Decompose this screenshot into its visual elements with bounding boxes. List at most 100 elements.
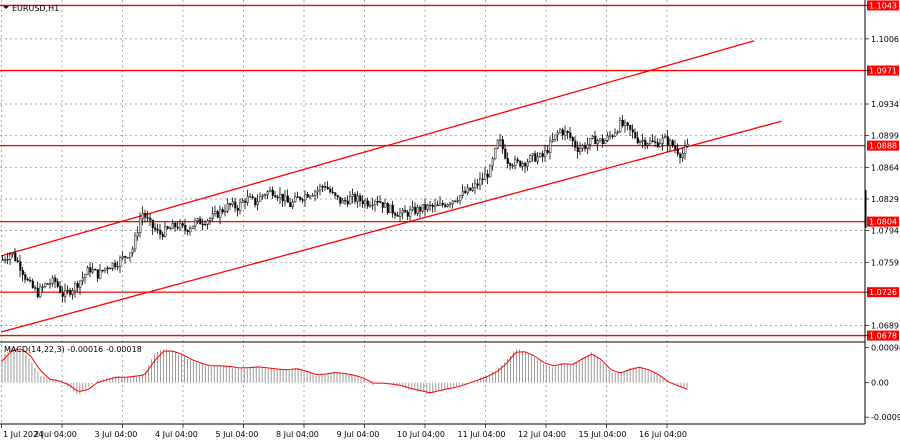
candle-body <box>224 210 227 213</box>
candle-body <box>289 202 292 208</box>
candle-body <box>249 196 252 198</box>
candle-body <box>181 223 184 226</box>
candle-body <box>609 135 612 137</box>
candle-body <box>194 220 197 227</box>
candle-body <box>64 289 67 297</box>
candle-body <box>221 209 224 213</box>
x-tick-label: 12 Jul 04:00 <box>518 430 566 439</box>
candle-body <box>471 187 474 191</box>
candle-body <box>366 200 369 207</box>
level-price-tag <box>867 330 899 341</box>
candle-body <box>306 194 309 198</box>
candle-body <box>499 139 502 141</box>
candle-body <box>124 256 127 258</box>
macd-signal-line <box>1 348 688 394</box>
candle-body <box>491 158 494 167</box>
candle-body <box>176 226 179 229</box>
candle-body <box>606 135 609 141</box>
candle-body <box>51 277 54 284</box>
candle-body <box>679 153 682 158</box>
candle-body <box>14 252 17 261</box>
candle-body <box>386 203 389 213</box>
candle-body <box>119 257 122 267</box>
candle-body <box>409 209 412 217</box>
candle-body <box>89 267 92 273</box>
candle-body <box>259 195 262 202</box>
y-tick-label: 1.0794 <box>871 227 899 236</box>
candle-body <box>231 201 234 206</box>
candle-body <box>234 201 237 209</box>
candle-body <box>239 202 242 211</box>
candle-body <box>686 143 689 147</box>
candle-body <box>131 248 134 254</box>
macd-label: MACD(14,22,3) -0.00016 -0.00018 <box>4 345 142 354</box>
candle-body <box>29 279 32 282</box>
horizontal-levels: 1.1043 1.0971 1.0888 1.0804 1.0726 1.0678 <box>0 0 899 341</box>
candle-body <box>411 206 414 211</box>
candle-body <box>346 200 349 205</box>
level-price-label: 1.1043 <box>869 1 897 10</box>
candle-body <box>506 158 509 164</box>
candle-body <box>31 280 34 288</box>
symbol-dropdown-icon[interactable] <box>3 6 9 9</box>
candle-body <box>319 185 322 191</box>
candle-body <box>654 141 657 143</box>
candle-body <box>211 213 214 219</box>
candle-body <box>164 226 167 237</box>
candle-body <box>646 143 649 146</box>
candle-body <box>489 165 492 178</box>
candle-body <box>299 196 302 200</box>
channel-upper-line[interactable] <box>0 40 755 257</box>
candle-body <box>244 200 247 203</box>
candle-body <box>559 129 562 133</box>
candle-body <box>401 209 404 214</box>
level-price-label: 1.0804 <box>869 218 897 227</box>
candle-body <box>101 269 104 272</box>
candle-body <box>444 204 447 207</box>
candle-body <box>531 153 534 156</box>
candle-body <box>209 218 212 221</box>
candle-body <box>91 269 94 273</box>
candle-body <box>519 160 522 167</box>
x-tick-label: 4 Jul 04:00 <box>155 430 198 439</box>
candle-body <box>466 187 469 194</box>
candle-body <box>436 204 439 206</box>
candle-body <box>236 207 239 211</box>
candle-body <box>356 195 359 202</box>
candle-body <box>161 234 164 237</box>
candle-body <box>394 213 397 216</box>
candle-body <box>614 132 617 137</box>
candle-body <box>381 202 384 208</box>
candle-body <box>376 201 379 203</box>
level-price-label: 1.0888 <box>869 142 897 151</box>
macd-y-tick-label: 0.00 <box>871 379 889 388</box>
candle-body <box>619 119 622 133</box>
candle-body <box>576 147 579 153</box>
candle-body <box>199 218 202 225</box>
candle-body <box>509 163 512 166</box>
candle-body <box>59 286 62 293</box>
candle-body <box>261 194 264 197</box>
candle-body <box>419 206 422 212</box>
candle-body <box>129 252 132 258</box>
candle-body <box>149 217 152 221</box>
channel-lower-line[interactable] <box>0 120 782 333</box>
candle-body <box>169 228 172 230</box>
level-price-tag <box>867 140 899 151</box>
candle-body <box>246 196 249 203</box>
candle-body <box>474 183 477 188</box>
candle-body <box>241 200 244 203</box>
candle-body <box>644 139 647 146</box>
x-tick-label: 9 Jul 04:00 <box>337 430 380 439</box>
candle-body <box>309 195 312 198</box>
candle-body <box>144 212 147 218</box>
candle-body <box>656 142 659 148</box>
candle-body <box>551 139 554 142</box>
candle-body <box>561 129 564 136</box>
level-price-label: 1.0726 <box>869 288 897 297</box>
level-price-label: 1.0678 <box>869 332 897 341</box>
candle-body <box>106 267 109 270</box>
candle-body <box>301 199 304 201</box>
candle-body <box>684 145 687 154</box>
